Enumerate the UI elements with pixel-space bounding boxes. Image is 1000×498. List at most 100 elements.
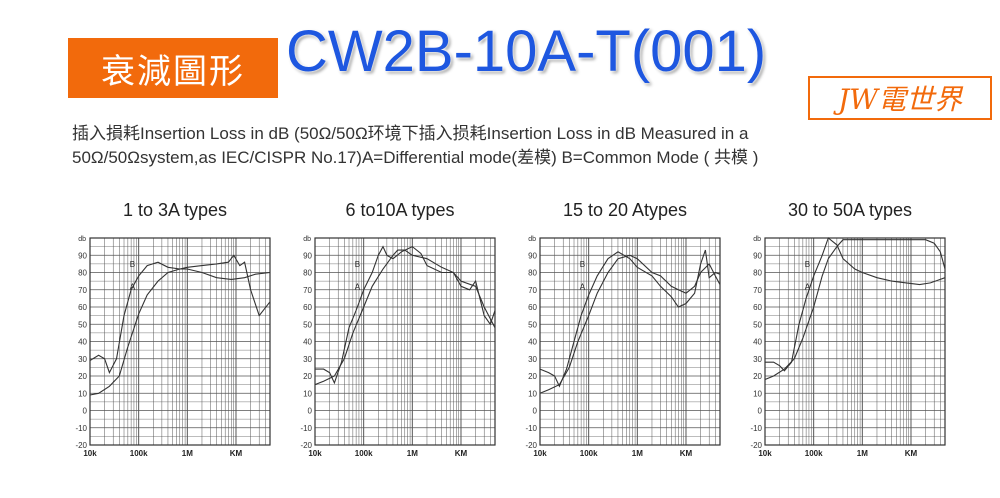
y-tick-label: 30 xyxy=(303,355,312,364)
description: 插入損耗Insertion Loss in dB (50Ω/50Ω环境下插入损耗… xyxy=(72,122,972,170)
brand-logo: JW電世界 xyxy=(808,76,992,120)
brand-text: JW電世界 xyxy=(837,83,962,116)
series-line-a xyxy=(764,239,946,381)
y-tick-label: 10 xyxy=(753,389,762,398)
x-tick-label: 100k xyxy=(355,449,373,458)
y-tick-label: 30 xyxy=(753,355,762,364)
chart-title-3: 15 to 20 Atypes xyxy=(562,200,688,220)
x-tick-label: KM xyxy=(680,449,693,458)
y-tick-label: 10 xyxy=(78,389,87,398)
y-tick-label: 30 xyxy=(528,355,537,364)
y-tick-label: 70 xyxy=(78,286,87,295)
model-number: CW2B-10A-T(001) xyxy=(286,19,767,84)
y-tick-label: 0 xyxy=(83,407,88,416)
series-line-b xyxy=(765,237,946,372)
series-label-a: A xyxy=(580,282,586,291)
x-tick-label: 10k xyxy=(83,449,97,458)
y-tick-label: 60 xyxy=(78,303,87,312)
y-tick-label: 80 xyxy=(303,269,312,278)
y-tick-label: 20 xyxy=(528,372,537,381)
series-label-b: B xyxy=(130,260,135,269)
x-tick-label: 1M xyxy=(632,449,643,458)
x-tick-label: 1M xyxy=(857,449,868,458)
x-tick-label: 10k xyxy=(758,449,772,458)
y-tick-label: 10 xyxy=(528,389,537,398)
y-tick-label: 50 xyxy=(753,320,762,329)
chart-title-2: 6 to10A types xyxy=(345,200,455,220)
description-line-2: 50Ω/50Ωsystem,as IEC/CISPR No.17)A=Diffe… xyxy=(72,148,759,167)
series-line-b xyxy=(539,249,721,388)
y-tick-label: 90 xyxy=(753,251,762,260)
x-tick-label: 100k xyxy=(130,449,148,458)
series-line-b xyxy=(315,245,496,385)
y-tick-label: 40 xyxy=(753,338,762,347)
y-tick-label: 50 xyxy=(303,320,312,329)
x-tick-label: KM xyxy=(455,449,468,458)
y-axis-unit: db xyxy=(303,236,311,243)
plot-frame xyxy=(764,237,946,446)
y-tick-label: 70 xyxy=(753,286,762,295)
y-tick-label: 0 xyxy=(533,407,538,416)
attenuation-chart-4: db -20 -10 0 10 20 30 40 50 60 70 80 90 10k 100k 1M KM A B xyxy=(750,236,946,458)
badge-text: 衰減圖形 xyxy=(101,51,245,92)
y-tick-label: -10 xyxy=(750,424,762,433)
x-tick-label: 1M xyxy=(407,449,418,458)
attenuation-chart-2: db -20 -10 0 10 20 30 40 50 60 70 80 90 10k 100k 1M KM A B xyxy=(300,236,496,458)
y-axis-unit: db xyxy=(78,236,86,243)
y-axis-unit: db xyxy=(528,236,536,243)
series-label-a: A xyxy=(355,282,361,291)
x-tick-label: 10k xyxy=(308,449,322,458)
y-tick-label: 90 xyxy=(78,251,87,260)
chart-title-1: 1 to 3A types xyxy=(122,200,228,220)
series-label-b: B xyxy=(580,260,585,269)
y-tick-label: 0 xyxy=(308,407,313,416)
title-badge: 衰減圖形 xyxy=(68,38,278,98)
y-tick-label: 30 xyxy=(78,355,87,364)
chart-title-4: 30 to 50A types xyxy=(787,200,913,220)
x-tick-label: 100k xyxy=(805,449,823,458)
y-tick-label: 40 xyxy=(528,338,537,347)
series-label-a: A xyxy=(805,282,811,291)
y-tick-label: -20 xyxy=(300,441,312,450)
y-tick-label: -10 xyxy=(75,424,87,433)
series-label-b: B xyxy=(355,260,360,269)
y-tick-label: 70 xyxy=(528,286,537,295)
y-tick-label: 60 xyxy=(303,303,312,312)
y-tick-label: -10 xyxy=(525,424,537,433)
y-tick-label: 20 xyxy=(303,372,312,381)
series-line-a xyxy=(89,268,271,396)
series-line-a xyxy=(539,254,721,394)
x-tick-label: KM xyxy=(905,449,918,458)
x-tick-label: 10k xyxy=(533,449,547,458)
y-tick-label: 90 xyxy=(303,251,312,260)
y-tick-label: -20 xyxy=(525,441,537,450)
attenuation-chart-3: db -20 -10 0 10 20 30 40 50 60 70 80 90 10k 100k 1M KM A B xyxy=(525,236,721,458)
y-axis-unit: db xyxy=(753,236,761,243)
y-tick-label: 60 xyxy=(753,303,762,312)
description-line-1: 插入損耗Insertion Loss in dB (50Ω/50Ω环境下插入损耗… xyxy=(72,124,749,143)
x-tick-label: 100k xyxy=(580,449,598,458)
plot-frame xyxy=(89,237,271,446)
y-tick-label: 70 xyxy=(303,286,312,295)
y-tick-label: -20 xyxy=(750,441,762,450)
y-tick-label: 20 xyxy=(753,372,762,381)
series-label-b: B xyxy=(805,260,810,269)
y-tick-label: 50 xyxy=(528,320,537,329)
x-tick-label: 1M xyxy=(182,449,193,458)
y-tick-label: 50 xyxy=(78,320,87,329)
y-tick-label: 0 xyxy=(758,407,763,416)
y-tick-label: 40 xyxy=(303,338,312,347)
x-tick-label: KM xyxy=(230,449,243,458)
y-tick-label: 60 xyxy=(528,303,537,312)
y-tick-label: -20 xyxy=(75,441,87,450)
y-tick-label: 80 xyxy=(78,269,87,278)
y-tick-label: 80 xyxy=(753,269,762,278)
series-line-b xyxy=(89,254,271,374)
y-tick-label: 90 xyxy=(528,251,537,260)
plot-frame xyxy=(314,237,496,446)
y-tick-label: -10 xyxy=(300,424,312,433)
plot-frame xyxy=(539,237,721,446)
y-tick-label: 40 xyxy=(78,338,87,347)
y-tick-label: 20 xyxy=(78,372,87,381)
